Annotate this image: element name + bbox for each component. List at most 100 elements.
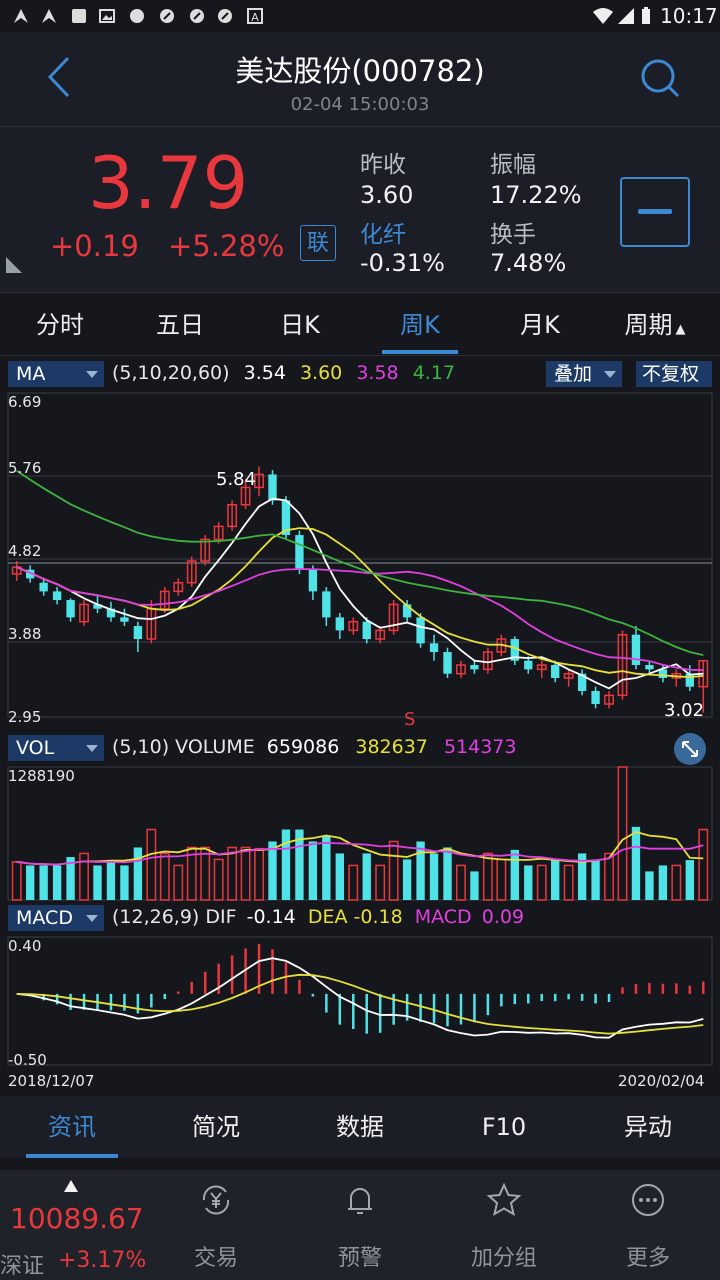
candle-body [416, 617, 425, 644]
tab-f10[interactable]: F10 [481, 1113, 527, 1141]
expand-chart-button[interactable] [674, 733, 706, 765]
candle-body [402, 604, 412, 618]
leaf-icon [218, 9, 232, 23]
ma60-value: 4.17 [412, 362, 455, 384]
kline-chart-area[interactable]: MA (5,10,20,60) 3.54 3.60 3.58 4.17 叠加 不… [0, 355, 720, 1095]
tab-data[interactable]: 数据 [336, 1113, 384, 1141]
tab-intraday[interactable]: 分时 [36, 311, 84, 339]
candle-body [443, 652, 452, 674]
image-icon [99, 9, 115, 23]
candle-body [254, 473, 264, 489]
candle-body [106, 608, 116, 618]
prev-close-value: 3.60 [360, 181, 414, 209]
candle-body [79, 603, 89, 623]
volume-bar [39, 865, 48, 900]
star-icon [486, 1182, 522, 1217]
sector-label[interactable]: 化纤 [360, 222, 406, 248]
volume-bar [658, 865, 668, 900]
volume-bar [551, 859, 560, 900]
macd-pane-frame [7, 936, 713, 1066]
volume-bar [281, 829, 291, 900]
more-label: 更多 [625, 1246, 670, 1271]
tab-weekly-k[interactable]: 周K [400, 311, 440, 339]
volume-bar [322, 835, 331, 900]
adjust-button[interactable]: 不复权 [636, 361, 712, 387]
more-button[interactable]: 更多 [576, 1170, 720, 1280]
ma-selector-label: MA [16, 363, 46, 385]
tab-monthly-k[interactable]: 月K [520, 311, 560, 339]
candle-body [335, 617, 344, 631]
tab-daily-k[interactable]: 日K [280, 311, 320, 339]
search-icon[interactable] [638, 56, 682, 100]
volume-axis-label: 1288190 [8, 767, 75, 785]
link-badge[interactable]: 联 [300, 225, 336, 261]
low-price-label: 3.02 [664, 700, 705, 721]
ma-selector[interactable]: MA [8, 361, 104, 387]
volume-bar [496, 858, 507, 901]
sell-signal-label: S [404, 709, 416, 730]
clock: 10:17 [660, 4, 718, 28]
macd-selector[interactable]: MACD [8, 905, 104, 931]
volume-bar [254, 847, 264, 901]
index-change: +3.17% [58, 1248, 147, 1273]
tab-five-day[interactable]: 五日 [156, 311, 204, 339]
macd-axis-label: -0.50 [8, 1051, 47, 1069]
kline-chart-svg[interactable] [0, 355, 720, 1095]
caret-up-icon [64, 1180, 78, 1192]
ma-legend: (5,10,20,60) 3.54 3.60 3.58 4.17 [112, 362, 455, 384]
candle-body [281, 500, 291, 536]
tab-period-label: 周期 [624, 311, 673, 339]
battery-icon [642, 7, 650, 24]
candle-body [93, 604, 102, 609]
prev-close-label: 昨收 [360, 152, 406, 178]
volume-bar [375, 864, 386, 901]
vol-selector[interactable]: VOL [8, 735, 104, 761]
candle-body [388, 603, 399, 632]
add-group-button[interactable]: 加分组 [432, 1170, 576, 1280]
candle-body [308, 569, 318, 592]
macd-selector-label: MACD [16, 907, 73, 929]
volume-bar [308, 841, 318, 900]
volume-bar [402, 859, 412, 900]
candle-body [524, 660, 533, 670]
remove-watchlist-button[interactable] [620, 177, 690, 247]
candle-body [39, 582, 48, 592]
tab-profile[interactable]: 简况 [192, 1113, 240, 1141]
period-tabs: 分时 五日 日K 周K 月K 周期 ▲ [0, 292, 720, 356]
volume-bar [698, 828, 709, 901]
volume-bar [416, 841, 425, 900]
candle-body [295, 535, 304, 570]
volume-bar [591, 859, 600, 900]
page-title: 美达股份(000782) [235, 54, 485, 88]
candle-body [604, 694, 614, 705]
candle-body [551, 665, 560, 679]
price-pane-frame [7, 392, 713, 718]
index-ticker[interactable]: 10089.67 深证 +3.17% [0, 1170, 147, 1280]
candle-body [240, 486, 251, 506]
volume-bar [173, 864, 184, 901]
caret-up-icon: ▲ [675, 322, 686, 337]
overlay-selector[interactable]: 叠加 [546, 361, 622, 387]
index-name: 深证 [0, 1254, 45, 1279]
ma20-line [16, 566, 704, 672]
alert-button[interactable]: 预警 [288, 1170, 432, 1280]
volume-bar [93, 865, 102, 900]
macd-label: MACD [414, 906, 472, 928]
volume-bar [388, 840, 399, 901]
alert-label: 预警 [337, 1246, 382, 1271]
volume-bar [200, 846, 211, 901]
active-tab-indicator [26, 1154, 118, 1158]
tab-news[interactable]: 资讯 [48, 1113, 96, 1141]
volume-bar [11, 861, 22, 901]
tab-alerts-movement[interactable]: 异动 [624, 1113, 672, 1141]
corner-triangle-icon [6, 257, 22, 273]
candle-body [348, 620, 359, 632]
chevron-left-icon[interactable] [44, 54, 74, 100]
vol-ma10-line [16, 841, 704, 866]
candle-body [213, 525, 224, 541]
macd-axis-label: 0.40 [8, 937, 42, 955]
tab-period[interactable]: 周期 ▲ [600, 293, 710, 355]
trade-button[interactable]: 交易 [144, 1170, 288, 1280]
candle-body [456, 664, 466, 675]
price-axis-label: 6.69 [8, 393, 42, 411]
